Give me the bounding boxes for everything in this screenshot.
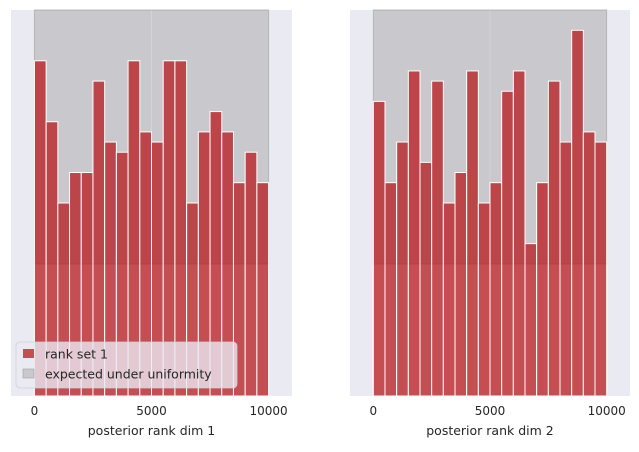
histogram-bar: [536, 182, 549, 397]
x-tick-label: 5000: [136, 404, 167, 418]
histogram-bar: [501, 90, 514, 397]
legend-swatch-expected: [22, 368, 35, 379]
x-tick-label: 5000: [475, 404, 506, 418]
histogram-bar: [547, 80, 561, 397]
x-tick-label: 10000: [588, 404, 626, 418]
legend-label-rank-set: rank set 1: [45, 347, 108, 362]
histogram-bar: [431, 80, 444, 397]
histogram-bar: [244, 151, 258, 397]
x-tick-label: 0: [31, 404, 39, 418]
x-tick-labels: 0 5000 10000: [31, 404, 288, 418]
histogram-bars: [372, 29, 608, 397]
histogram-bar: [256, 182, 270, 397]
histogram-bar: [477, 202, 491, 397]
legend-box: [15, 341, 238, 389]
legend-swatch-rank-set: [23, 349, 34, 358]
histogram-bars: [33, 60, 270, 397]
histogram-bar: [466, 70, 479, 397]
histogram-bar: [594, 141, 608, 397]
x-axis-label: posterior rank dim 2: [426, 423, 554, 438]
histogram-bar: [396, 141, 409, 397]
histogram-bar: [582, 131, 596, 397]
histogram-bar: [372, 100, 386, 397]
subplot-dim-1: 0 5000 10000 posterior rank dim 1 rank set…: [11, 9, 292, 438]
histogram-bar: [419, 161, 433, 397]
histogram-bar: [454, 172, 468, 397]
histogram-bar: [442, 202, 456, 397]
x-tick-label: 0: [370, 404, 378, 418]
x-tick-label: 10000: [249, 404, 287, 418]
histogram-bar: [512, 70, 526, 397]
legend-label-expected: expected under uniformity: [45, 367, 212, 382]
histogram-bar: [489, 182, 503, 397]
histogram-bar: [559, 141, 573, 397]
legend: rank set 1 expected under uniformity: [15, 341, 238, 389]
histogram-bar: [407, 70, 421, 397]
x-tick-labels: 0 5000 10000: [370, 404, 626, 418]
histogram-bar: [524, 243, 538, 397]
histogram-bar: [384, 182, 398, 397]
x-axis-label: posterior rank dim 1: [88, 423, 216, 438]
histogram-bar: [571, 29, 584, 397]
subplot-dim-2: 0 5000 10000 posterior rank dim 2: [350, 9, 630, 438]
